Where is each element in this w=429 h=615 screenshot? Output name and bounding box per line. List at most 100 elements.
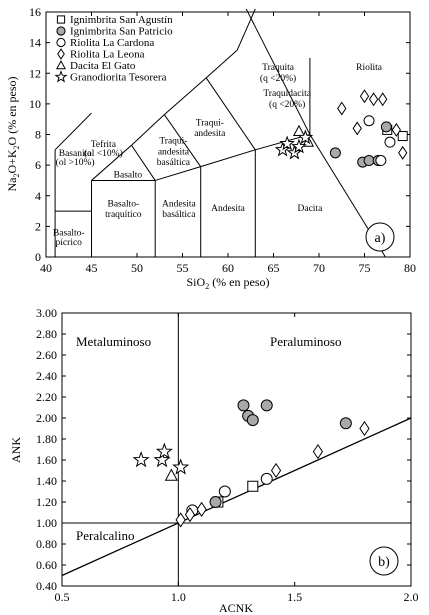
legend-label: Ignimbrita San Agustín (70, 14, 173, 26)
y-tick-label: 2.00 (36, 411, 57, 425)
field-label: Riolita (356, 63, 383, 73)
boundary-line (205, 49, 238, 79)
tas-plot-frame (45, 11, 411, 258)
tas-y-axis-label: Na2O+K2O (% en peso) (5, 76, 21, 191)
point-star (132, 451, 150, 468)
x-tick-label: 50 (131, 261, 143, 275)
point-diamond (270, 462, 282, 479)
shand-x-tick-labels: 0.5 1.0 1.5 2.0 (55, 590, 419, 604)
field-label: basáltica (157, 158, 191, 168)
shand-boundaries (61, 313, 412, 586)
field-label: andesita (158, 147, 190, 157)
y-tick-label: 0.80 (36, 537, 57, 551)
y-tick-label: 0 (35, 250, 41, 264)
legend-marker-square (56, 15, 66, 24)
region-label-peraluminoso: Peraluminoso (270, 334, 342, 349)
y-tick-label: 6 (35, 158, 41, 172)
boundary-line (236, 8, 256, 51)
point-circle-filled (237, 399, 250, 412)
x-tick-label: 1.5 (287, 590, 302, 604)
x-tick-label: 70 (313, 261, 325, 275)
y-tick-label: 2.60 (36, 348, 57, 362)
point-star (274, 141, 291, 157)
y-tick-label: 1.20 (36, 495, 57, 509)
field-label: Traqui- (159, 137, 187, 147)
point-diamond (184, 506, 196, 523)
field-label: pícrico (56, 238, 83, 248)
legend-label: Ignimbrita San Patricio (70, 26, 173, 38)
y-tick-label: 0.40 (36, 579, 57, 593)
tas-x-tick-labels: 40 45 50 55 60 65 70 75 80 (40, 261, 416, 275)
x-tick-label: 1.0 (171, 590, 186, 604)
boundary-line (155, 166, 201, 181)
field-label: andesita (194, 129, 226, 139)
boundary-line (91, 144, 132, 181)
y-tick-label: 1.40 (36, 474, 57, 488)
boundary-line (163, 77, 207, 115)
point-circle-filled (363, 155, 375, 167)
y-tick-label: 2.80 (36, 327, 57, 341)
point-star (155, 442, 173, 459)
tas-x-axis-label: SiO2 (% en peso) (187, 275, 270, 291)
field-label: Traquidacita (263, 89, 311, 99)
y-tick-label: 3.00 (36, 306, 57, 320)
field-label: traquítico (105, 210, 142, 220)
boundary-line (54, 112, 92, 151)
point-circle-filled (329, 147, 341, 159)
shand-diagram: 0.5 1.0 1.5 2.0 0.40 0.60 0.80 1.00 1.20 1.40 1.6… (9, 306, 419, 615)
tas-y-tick-labels: 0 2 4 6 8 10 12 14 16 (29, 5, 41, 264)
shand-data-points (132, 399, 370, 528)
legend-label: Granodiorita Tesorera (70, 72, 167, 84)
y-tick-label: 1.00 (36, 516, 57, 530)
y-tick-label: 2 (35, 219, 41, 233)
x-tick-label: 45 (86, 261, 98, 275)
legend-marker-star (54, 70, 68, 83)
field-label: Andesita (162, 199, 197, 209)
point-star (297, 129, 314, 145)
y-tick-label: 14 (29, 36, 41, 50)
field-label: Dacita (298, 204, 324, 214)
field-label: (ol <10%) (84, 148, 123, 159)
point-circle-filled (246, 414, 259, 427)
shand-plot-frame (61, 312, 412, 587)
boundary-line (163, 114, 202, 167)
boundary-line (205, 77, 256, 151)
point-triangle (164, 468, 178, 481)
field-label: Basalto- (53, 229, 85, 239)
field-label: (q <20%) (260, 73, 296, 84)
y-tick-label: 2.20 (36, 390, 57, 404)
x-tick-label: 60 (222, 261, 234, 275)
y-tick-label: 1.80 (36, 432, 57, 446)
point-diamond (196, 501, 207, 518)
tas-data-points (274, 89, 408, 168)
point-circle (260, 472, 273, 485)
tas-panel-label-circle (365, 222, 395, 252)
point-circle (363, 115, 375, 127)
point-circle-filled (339, 417, 352, 430)
ank-equals-acnk-line (61, 417, 412, 577)
field-label: Tefrita (91, 139, 117, 150)
point-circle (384, 136, 396, 148)
field-label: Basanita (59, 149, 92, 159)
legend-marker-circle (56, 37, 66, 48)
y-tick-label: 8 (35, 128, 41, 142)
boundary-line (200, 149, 256, 168)
point-circle (218, 485, 231, 498)
point-square (247, 480, 259, 492)
y-tick-label: 1.60 (36, 453, 57, 467)
point-square (397, 131, 408, 142)
y-tick-label: 10 (29, 97, 41, 111)
point-diamond (337, 101, 347, 116)
shand-y-tick-labels: 0.40 0.60 0.80 1.00 1.20 1.40 1.60 1.80 2.00 2.20… (36, 306, 57, 593)
shand-panel-label-circle (369, 546, 399, 576)
legend-label: Riolita La Cardona (70, 37, 154, 49)
point-diamond (359, 420, 370, 437)
y-tick-label: 0.60 (36, 558, 57, 572)
field-label: Basalto- (108, 199, 140, 209)
shand-panel-label: b) (378, 555, 390, 570)
region-label-metaluminoso: Metaluminoso (76, 334, 151, 349)
y-tick-label: 16 (29, 5, 41, 19)
